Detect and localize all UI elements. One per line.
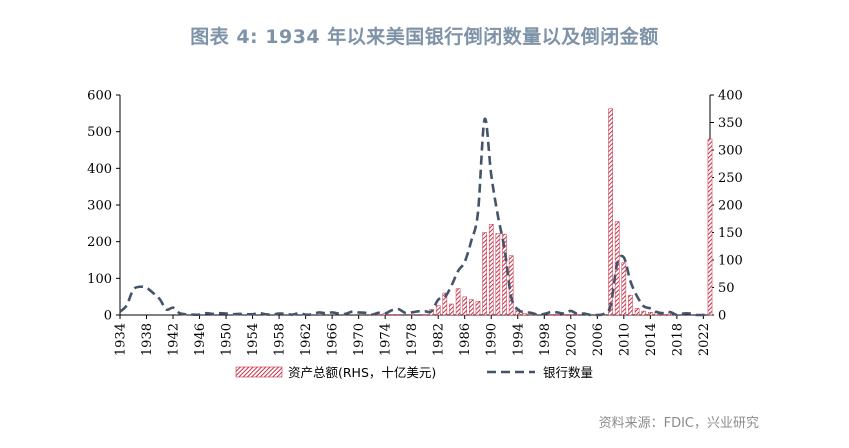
assets-bar [455, 288, 461, 316]
assets-bar [449, 303, 454, 316]
assets-bar [469, 299, 474, 316]
left-tick-label: 200 [87, 235, 112, 250]
left-tick-label: 0 [104, 309, 112, 324]
assets-bar [661, 314, 666, 316]
assets-bar [575, 314, 580, 316]
x-tick-label: 2006 [591, 323, 606, 356]
assets-bar [502, 233, 507, 316]
assets-bar [522, 313, 527, 316]
x-tick-label: 1986 [458, 323, 473, 356]
x-tick-label: 1990 [485, 323, 500, 356]
x-tick-label: 1950 [220, 323, 235, 356]
assets-bar [628, 294, 633, 316]
x-tick-label: 1970 [352, 323, 367, 356]
tick-labels-group: 0 100 200 300 400 500 600 0 50 100 150 200 250 300 350… [87, 89, 743, 357]
x-tick-label: 1962 [299, 323, 314, 356]
x-tick-label: 1938 [140, 323, 155, 356]
assets-bar [422, 314, 428, 316]
chart-title: 图表 4: 1934 年以来美国银行倒闭数量以及倒闭金额 [190, 26, 659, 48]
bank-count-line [119, 117, 711, 317]
assets-bar [568, 314, 574, 316]
x-tick-label: 1934 [114, 323, 129, 356]
left-tick-label: 400 [87, 162, 112, 177]
source-note: 资料来源：FDIC，兴业研究 [598, 416, 759, 431]
right-tick-label: 400 [718, 89, 743, 104]
assets-bar [442, 292, 448, 316]
assets-bar [462, 296, 468, 316]
left-tick-label: 300 [87, 199, 112, 214]
legend-label-bars: 资产总额(RHS，十亿美元) [288, 365, 436, 380]
assets-bar [634, 308, 640, 316]
legend-label-line: 银行数量 [543, 365, 593, 380]
left-tick-label: 600 [87, 89, 112, 104]
x-tick-label: 1994 [511, 323, 526, 356]
x-tick-label: 2018 [670, 323, 685, 356]
right-tick-label: 0 [718, 309, 726, 324]
bank-count-line-group [119, 117, 711, 317]
assets-bar [435, 305, 441, 316]
assets-bar [488, 224, 494, 316]
x-tick-label: 2014 [644, 323, 659, 356]
assets-bar [396, 314, 401, 316]
x-tick-label: 1978 [405, 323, 420, 356]
right-tick-label: 150 [718, 226, 743, 241]
right-tick-label: 200 [718, 199, 743, 214]
x-tick-label: 2010 [617, 323, 632, 356]
assets-bar [495, 233, 501, 316]
right-tick-label: 350 [718, 116, 743, 131]
left-tick-label: 100 [87, 272, 112, 287]
assets-bar [376, 314, 381, 316]
assets-bar [621, 262, 627, 316]
x-tick-label: 1974 [379, 323, 394, 356]
assets-bar [409, 314, 414, 316]
assets-bar [389, 314, 395, 316]
x-tick-label: 1966 [326, 323, 341, 356]
assets-bar [641, 310, 647, 316]
legend: 资产总额(RHS，十亿美元) 银行数量 [235, 365, 593, 380]
x-tick-label: 1958 [273, 323, 288, 356]
x-tick-label: 1982 [432, 323, 447, 356]
right-tick-label: 250 [718, 171, 743, 186]
right-tick-label: 50 [718, 281, 735, 296]
legend-swatch-bars [235, 366, 283, 378]
left-tick-label: 500 [87, 125, 112, 140]
assets-bar [548, 314, 554, 316]
x-tick-label: 1946 [193, 323, 208, 356]
assets-bar [608, 108, 613, 316]
x-tick-label: 1954 [246, 323, 261, 356]
assets-bar [707, 138, 713, 316]
x-tick-label: 2022 [697, 323, 712, 356]
right-tick-label: 100 [718, 254, 743, 269]
assets-bar [475, 301, 481, 316]
right-tick-label: 300 [718, 144, 743, 159]
x-tick-label: 1942 [167, 323, 182, 356]
assets-bar [482, 232, 487, 316]
assets-bar [555, 314, 560, 316]
x-tick-label: 1998 [538, 323, 553, 356]
x-tick-label: 2002 [564, 323, 579, 356]
assets-bars-group [369, 108, 713, 316]
assets-bar [648, 312, 653, 316]
